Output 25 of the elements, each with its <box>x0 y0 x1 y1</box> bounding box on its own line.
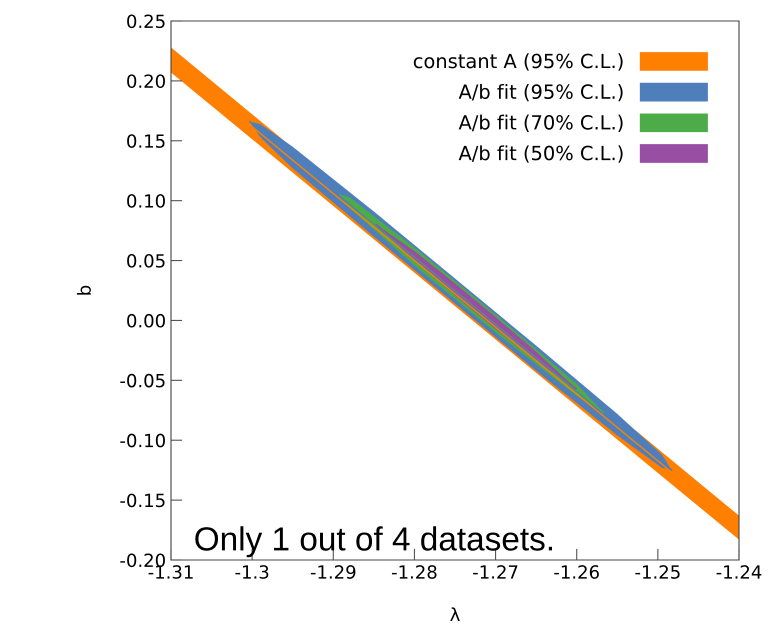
legend-label: A/b fit (95% C.L.) <box>458 84 623 102</box>
y-tick-label: 0.10 <box>127 194 165 208</box>
y-tick-label: 0.20 <box>127 74 165 88</box>
x-tick-label: -1.24 <box>716 565 762 579</box>
x-tick-label: -1.3 <box>235 565 268 579</box>
y-tick-label: 0.15 <box>127 134 165 148</box>
x-tick-label: -1.26 <box>554 565 599 579</box>
y-tick-label: 0.05 <box>127 254 165 268</box>
y-tick-label: -0.10 <box>120 434 165 448</box>
x-tick-label: -1.28 <box>392 565 437 579</box>
y-tick-label: -0.15 <box>120 494 165 508</box>
x-tick-label: -1.27 <box>473 565 518 579</box>
x-tick-label: -1.31 <box>148 565 193 579</box>
legend-label: constant A (95% C.L.) <box>414 53 623 71</box>
y-tick-label: -0.05 <box>120 374 165 388</box>
legend-label: A/b fit (70% C.L.) <box>458 114 623 132</box>
x-axis-title: λ <box>450 607 460 622</box>
annotation: Only 1 out of 4 datasets. <box>195 526 552 558</box>
y-axis-title: b <box>76 286 91 295</box>
x-tick-label: -1.25 <box>635 565 680 579</box>
y-tick-label: -0.20 <box>120 553 165 568</box>
x-tick-label: -1.29 <box>310 565 356 579</box>
legend-label: A/b fit (50% C.L.) <box>458 145 623 163</box>
y-tick-label: 0.25 <box>127 14 165 28</box>
y-tick-label: 0.00 <box>127 314 165 328</box>
